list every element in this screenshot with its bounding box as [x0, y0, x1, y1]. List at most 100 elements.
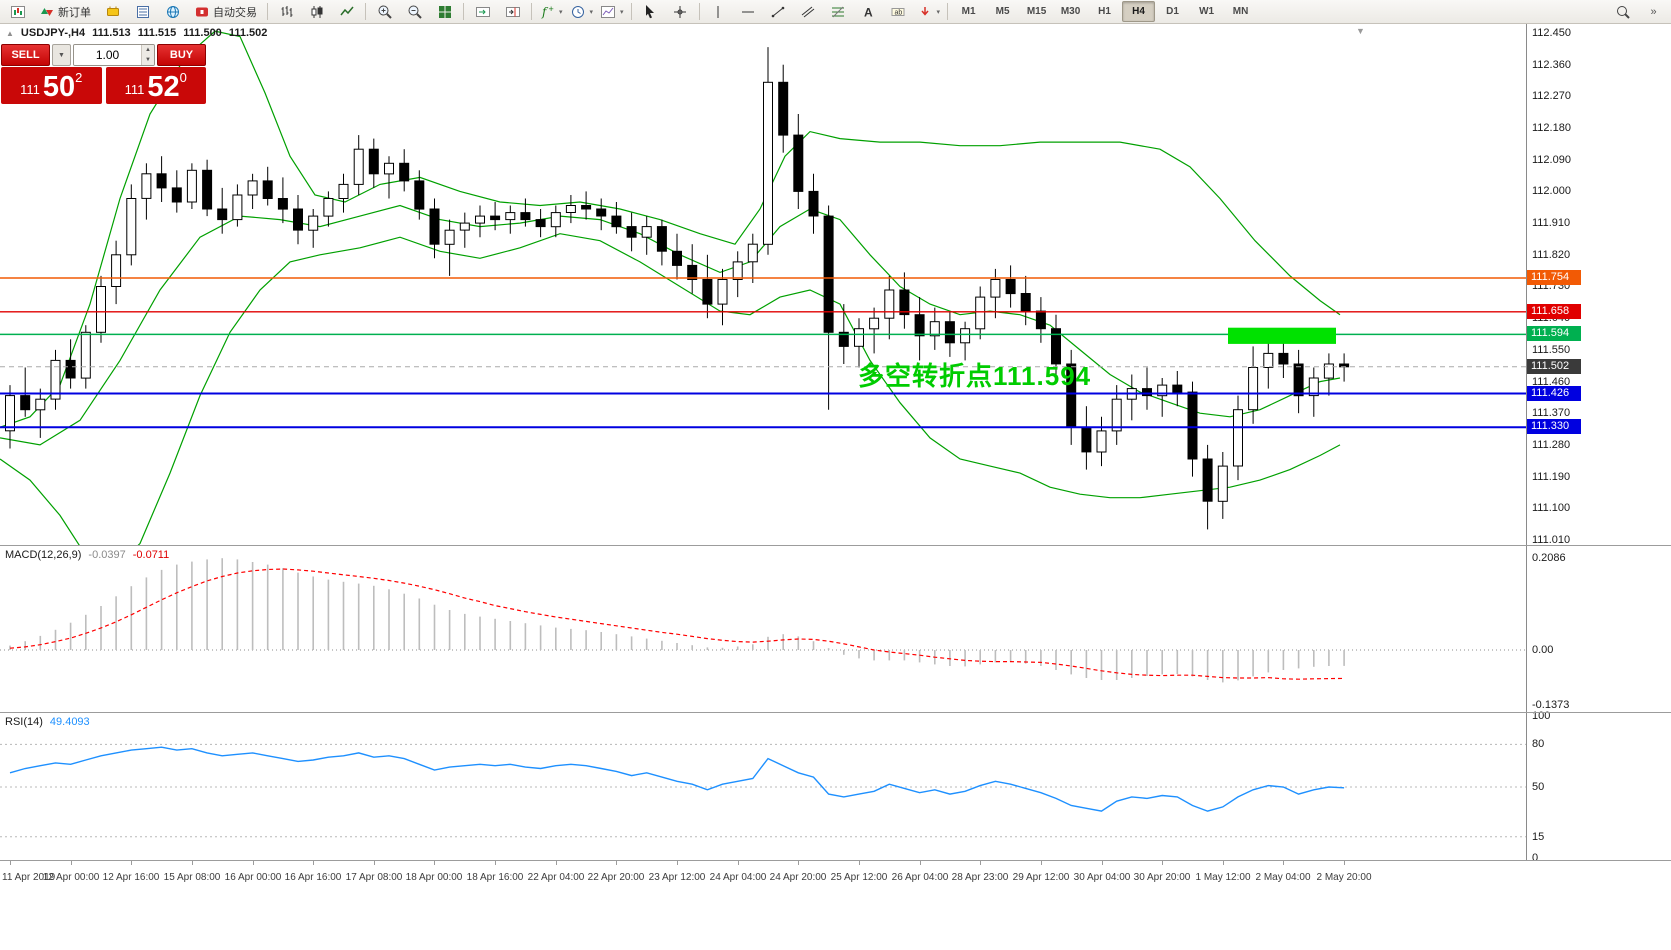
one-click-trading-panel: SELL ▼ ▲ ▼ BUY 111 50 2 111 52 0: [1, 44, 206, 104]
price-tag: 111.330: [1527, 419, 1581, 434]
macd-scale-label: 0.00: [1532, 644, 1554, 656]
candle: [854, 328, 864, 347]
price-tag: 111.594: [1527, 326, 1581, 341]
cursor-icon: [646, 4, 655, 18]
timeframe-h1[interactable]: H1: [1098, 6, 1111, 17]
candle: [929, 321, 940, 337]
time-axis-tick: [1162, 861, 1163, 865]
chart-shift-button[interactable]: [498, 0, 527, 23]
chevron-down-icon: ▾: [620, 8, 624, 16]
sell-button[interactable]: SELL: [1, 44, 50, 66]
chart-annotation-text[interactable]: 多空转折点111.594: [858, 361, 1092, 391]
volume-input[interactable]: [74, 45, 141, 65]
sell-price-display[interactable]: 111 50 2: [1, 67, 102, 104]
timeframe-m15[interactable]: M15: [1026, 6, 1047, 17]
auto-scroll-button[interactable]: [468, 0, 497, 23]
timeframe-mn[interactable]: MN: [1232, 6, 1249, 17]
macd-signal-line: [9, 568, 1345, 680]
time-axis[interactable]: 11 Apr 2019 12 Apr 00:00 12 Apr 16:00 15 Ap…: [0, 861, 1671, 950]
text-button[interactable]: A: [854, 0, 883, 23]
time-axis-tick: [71, 861, 72, 865]
main-chart[interactable]: [0, 24, 1526, 545]
market-watch-button[interactable]: [128, 0, 157, 23]
time-axis-tick: [1041, 861, 1042, 865]
timeframe-m30[interactable]: M30: [1060, 6, 1081, 17]
candle: [1323, 363, 1334, 379]
timeframe-d1[interactable]: D1: [1166, 6, 1179, 17]
rsi-scale-label: 80: [1532, 738, 1545, 750]
candle: [702, 279, 713, 305]
channel-icon: [801, 6, 815, 17]
toolbar-separator: [698, 3, 700, 20]
candle: [687, 264, 698, 280]
search-button[interactable]: [1608, 0, 1637, 23]
stepper-down-icon[interactable]: ▼: [142, 55, 154, 65]
time-axis-tick: [738, 861, 739, 865]
candle: [884, 289, 895, 319]
price-axis-label: 111.100: [1532, 502, 1571, 514]
buy-price-display[interactable]: 111 52 0: [105, 67, 206, 104]
tile-windows-button[interactable]: [430, 0, 459, 23]
time-axis-label: 22 Apr 04:00: [527, 872, 585, 883]
rsi-name: RSI(14): [5, 716, 43, 728]
price-tag: 111.502: [1527, 359, 1581, 374]
trendline-button[interactable]: [764, 0, 793, 23]
price-axis-label: 111.280: [1532, 439, 1571, 451]
time-axis-label: 16 Apr 00:00: [224, 872, 282, 883]
arrows-button[interactable]: ▾: [914, 0, 944, 23]
fibonacci-button[interactable]: [824, 0, 853, 23]
new-chart-button[interactable]: [3, 0, 32, 23]
line-chart-button[interactable]: [332, 0, 361, 23]
rsi-line: [9, 746, 1345, 812]
indicators-button[interactable]: f + ▾: [536, 0, 566, 23]
community-button[interactable]: [158, 0, 187, 23]
zoom-out-button[interactable]: [400, 0, 429, 23]
candlestick-chart-button[interactable]: [302, 0, 331, 23]
rsi-panel[interactable]: [0, 713, 1526, 860]
toolbar-overflow-button[interactable]: »: [1639, 0, 1668, 23]
timeframe-m5[interactable]: M5: [995, 6, 1010, 17]
new-order-button[interactable]: 新订单: [33, 0, 97, 23]
timeframe-m1[interactable]: M1: [961, 6, 976, 17]
bar-chart-icon: [281, 5, 292, 17]
channel-button[interactable]: [794, 0, 823, 23]
sell-price-pips: 50: [42, 71, 76, 103]
buy-button[interactable]: BUY: [157, 44, 206, 66]
panel-separator[interactable]: [0, 712, 1671, 713]
timeframe-w1[interactable]: W1: [1199, 6, 1215, 17]
autotrading-button[interactable]: 自动交易: [188, 0, 263, 23]
candle: [944, 321, 955, 344]
zoom-out-icon: [408, 5, 422, 19]
timeframe-h4[interactable]: H4: [1122, 1, 1156, 22]
crosshair-button[interactable]: [666, 0, 695, 23]
chart-shift-marker[interactable]: ▼: [1356, 26, 1365, 36]
templates-button[interactable]: ▾: [597, 0, 627, 23]
zoom-in-button[interactable]: [370, 0, 399, 23]
vertical-line-button[interactable]: [704, 0, 733, 23]
expert-advisors-button[interactable]: [98, 0, 127, 23]
bar-open: 111.513: [92, 27, 131, 39]
volume-dropdown[interactable]: ▼: [52, 44, 71, 66]
collapse-panel-icon[interactable]: ▲: [6, 28, 14, 38]
stepper-up-icon[interactable]: ▲: [142, 45, 154, 55]
candle: [672, 250, 682, 266]
candle: [293, 208, 303, 231]
cursor-button[interactable]: [636, 0, 665, 23]
bollinger-lower: [0, 233, 1341, 545]
candle: [490, 215, 501, 221]
price-axis[interactable]: 112.450 112.360 112.270 112.180 112.090 112.0…: [1526, 24, 1671, 864]
sell-price-main: 111: [20, 82, 40, 97]
toolbar-separator: [267, 3, 268, 20]
price-axis-label: 111.460: [1532, 376, 1571, 388]
text-label-button[interactable]: ab: [884, 0, 913, 23]
panel-separator[interactable]: [0, 545, 1671, 546]
fibonacci-icon: [832, 6, 845, 17]
price-axis-label: 111.820: [1532, 249, 1571, 261]
horizontal-line-button[interactable]: [734, 0, 763, 23]
bar-chart-button[interactable]: [272, 0, 301, 23]
macd-signal-value: -0.0711: [132, 549, 170, 561]
periods-button[interactable]: ▾: [567, 0, 597, 23]
candle: [626, 226, 637, 238]
macd-panel[interactable]: [0, 546, 1526, 712]
